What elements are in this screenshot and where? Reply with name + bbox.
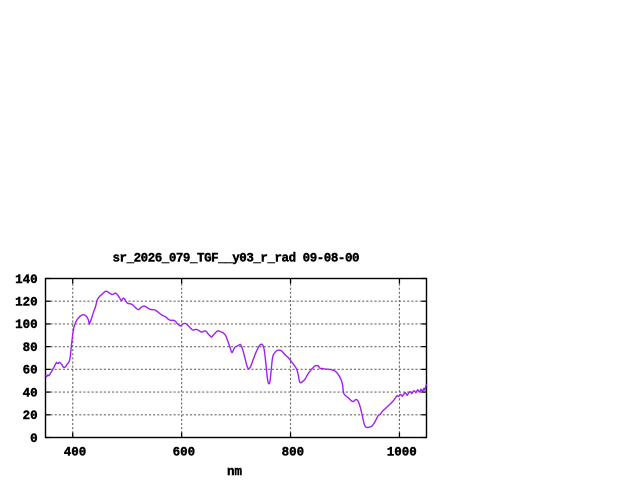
- svg-text:100: 100: [15, 318, 38, 332]
- svg-text:80: 80: [23, 341, 38, 355]
- svg-text:60: 60: [23, 364, 38, 378]
- svg-text:sr_2026_079_TGF__y03_r_rad 09-: sr_2026_079_TGF__y03_r_rad 09-08-00: [113, 252, 360, 266]
- svg-text:nm: nm: [227, 465, 243, 479]
- svg-text:600: 600: [173, 446, 196, 460]
- svg-text:140: 140: [15, 273, 38, 287]
- svg-text:400: 400: [64, 446, 87, 460]
- svg-text:20: 20: [23, 409, 38, 423]
- svg-text:120: 120: [15, 296, 38, 310]
- svg-text:800: 800: [282, 446, 305, 460]
- svg-text:40: 40: [23, 386, 38, 400]
- svg-text:0: 0: [30, 432, 38, 446]
- svg-text:1000: 1000: [387, 446, 417, 460]
